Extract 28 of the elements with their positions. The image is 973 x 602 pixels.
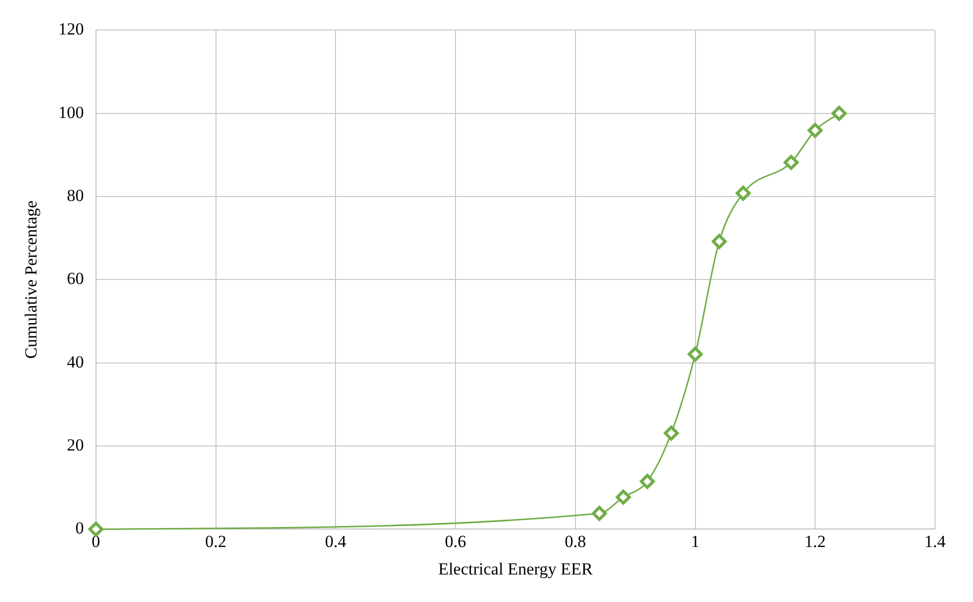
y-tick-label: 0	[75, 518, 84, 538]
x-tick-label: 0.6	[444, 532, 466, 551]
x-tick-label: 0	[92, 532, 100, 551]
x-tick-label: 1	[691, 532, 700, 551]
point	[688, 346, 703, 362]
y-axis-title: Cumulative Percentage	[22, 200, 41, 359]
y-tick-label: 60	[66, 269, 84, 288]
point	[640, 474, 655, 489]
point	[88, 522, 104, 537]
y-tick-label: 100	[58, 102, 84, 122]
y-tick-label: 40	[66, 352, 84, 372]
x-tick-label: 0.8	[564, 532, 586, 551]
point	[616, 490, 631, 505]
y-tick-label: 80	[66, 186, 84, 205]
point	[592, 506, 607, 521]
x-tick-label: 1.2	[804, 532, 826, 551]
x-tick-label: 0.2	[205, 532, 226, 551]
point	[784, 154, 799, 170]
x-tick-label: 0.4	[325, 532, 347, 551]
point	[664, 426, 679, 441]
point	[832, 106, 847, 121]
x-axis-title: Electrical Energy EER	[438, 559, 594, 578]
point	[736, 186, 751, 201]
y-tick-label: 20	[66, 436, 84, 454]
point	[712, 234, 727, 249]
y-tick-label: 120	[58, 20, 84, 39]
x-tick-label: 1.4	[924, 532, 946, 551]
point	[808, 122, 823, 138]
